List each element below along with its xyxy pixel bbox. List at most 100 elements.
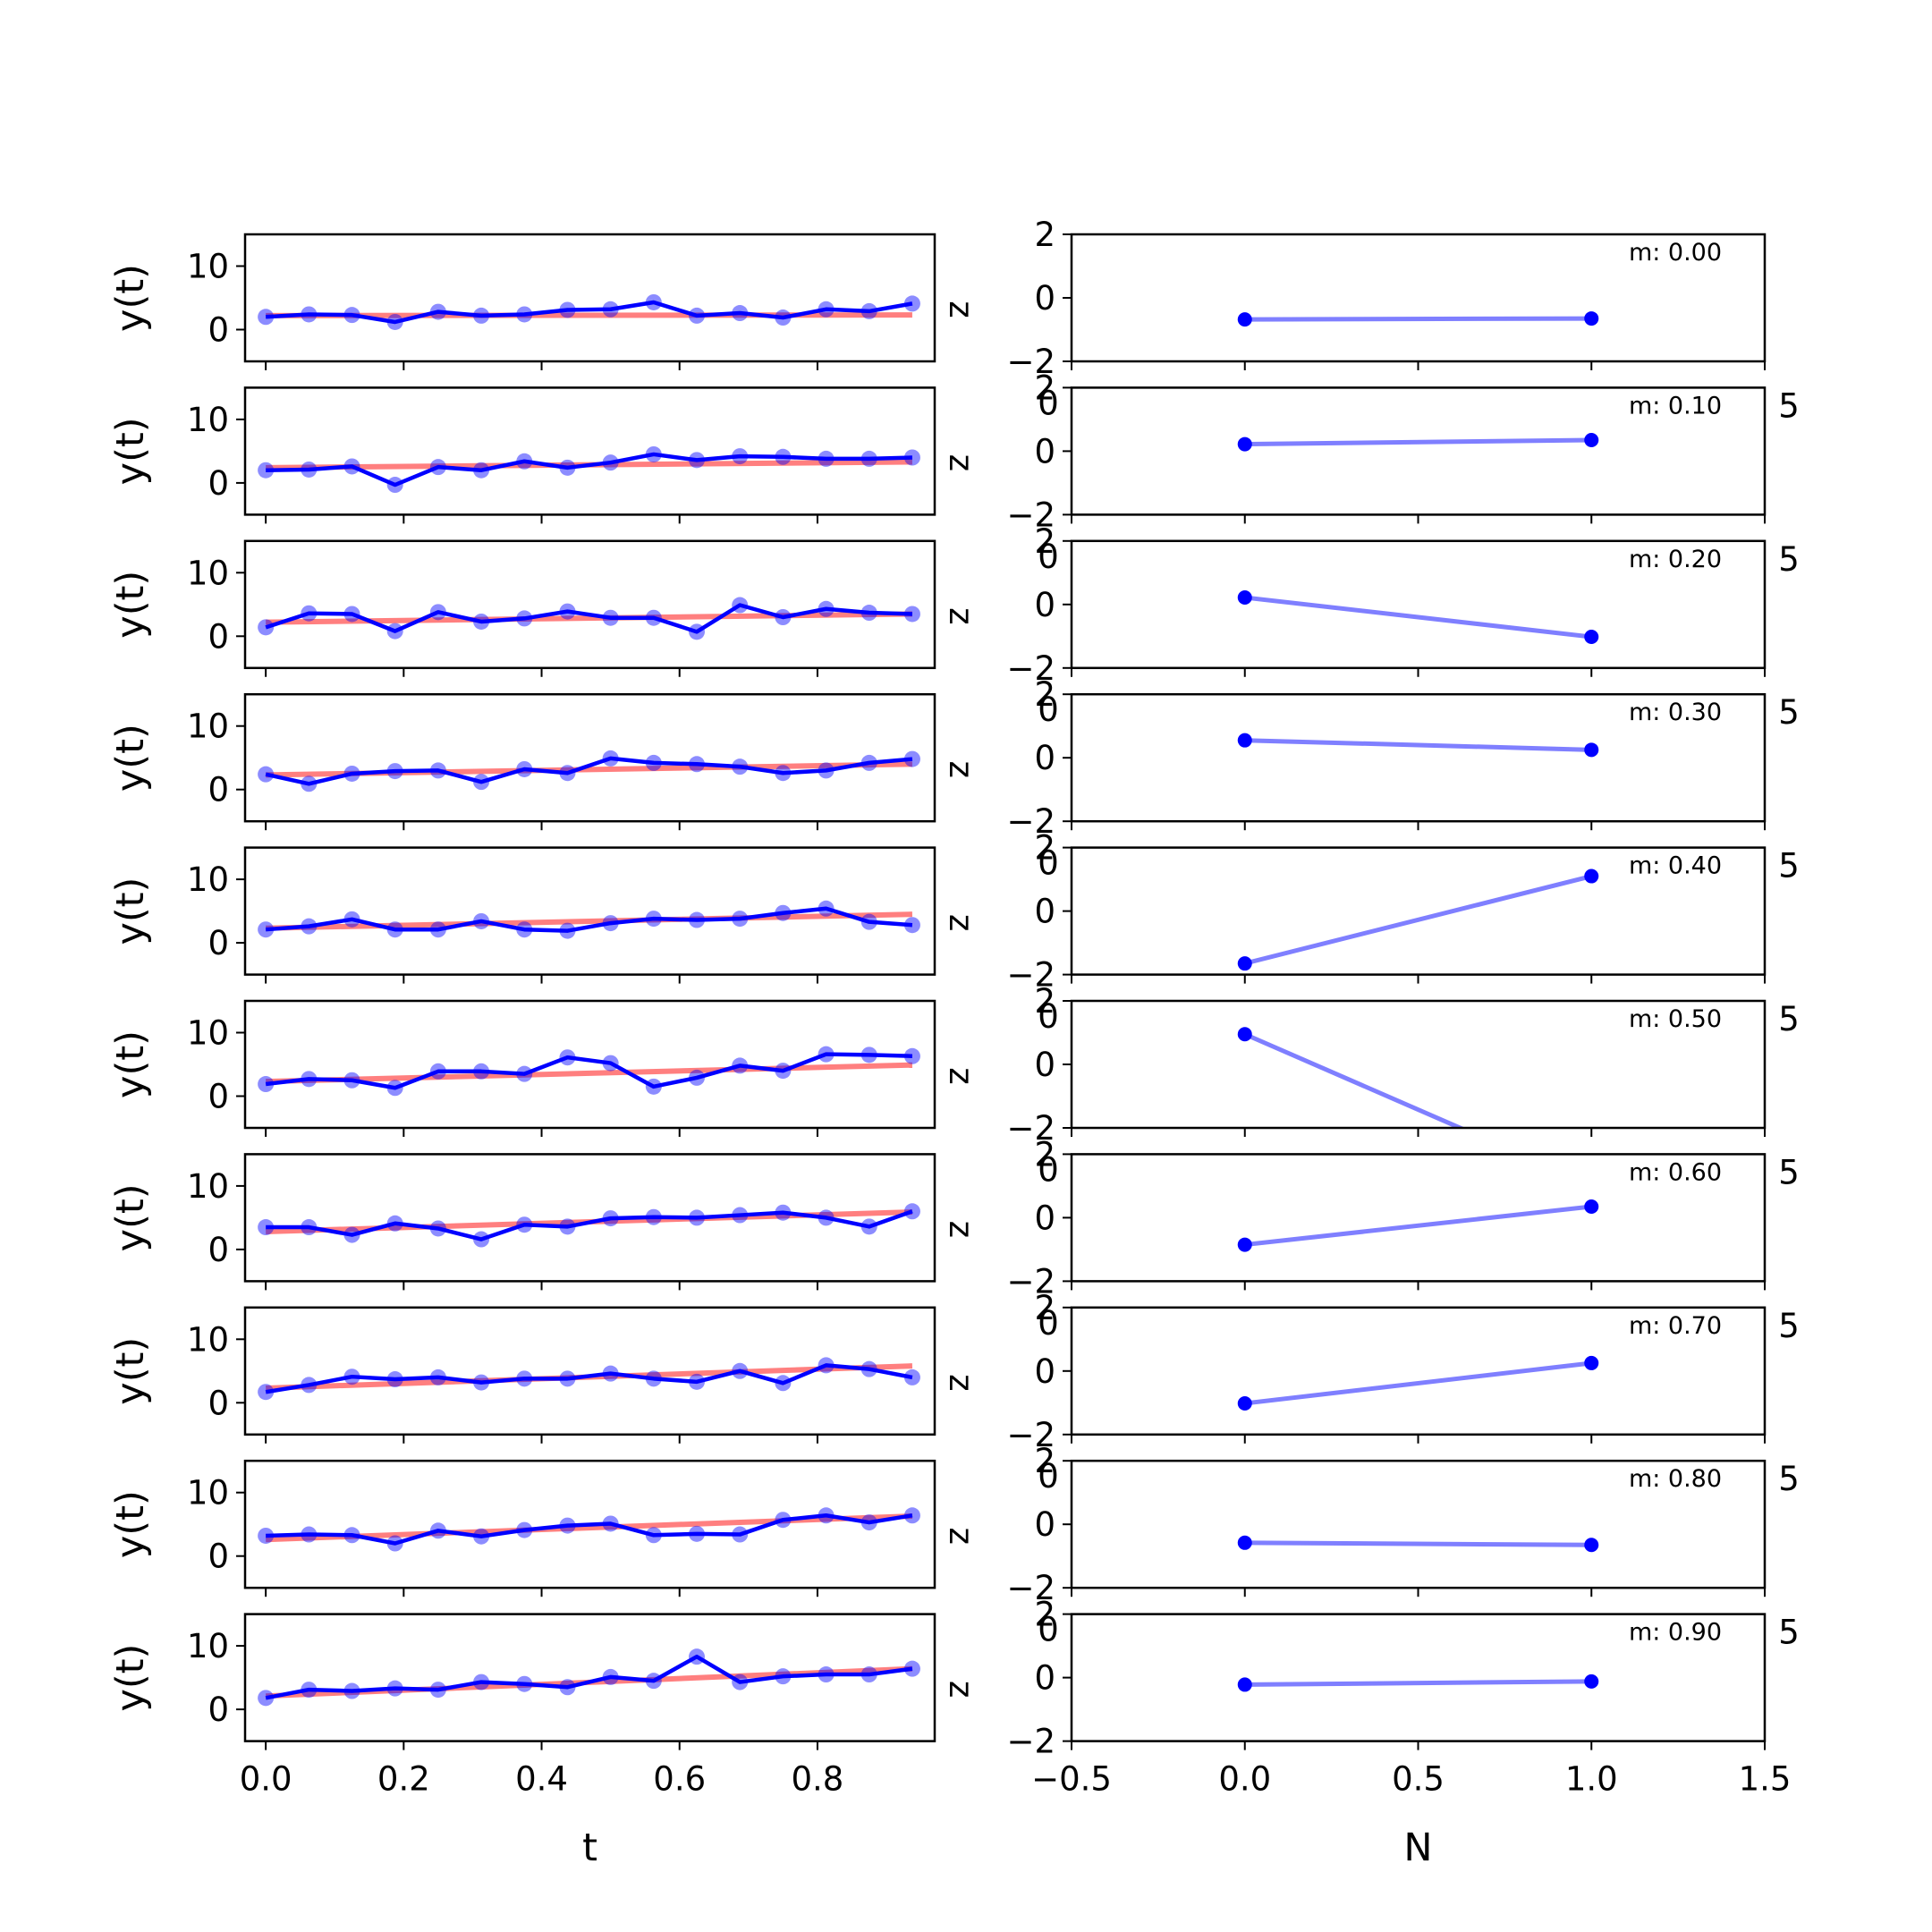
observed-point xyxy=(429,1682,446,1699)
observed-point xyxy=(903,295,920,312)
observed-point xyxy=(689,623,706,640)
left-x-tick-label: 0.8 xyxy=(792,1760,844,1799)
right-y-tick-label: 0 xyxy=(1034,1046,1055,1084)
overlap-z-label: z xyxy=(942,301,980,318)
right-y-tick-label: 0 xyxy=(1034,893,1055,931)
m-value-label: m: 0.00 xyxy=(1629,239,1722,267)
left-panel-plot-area xyxy=(258,445,920,494)
left-y-tick-label: 0 xyxy=(208,924,229,962)
left-panel-background xyxy=(245,694,935,822)
left-panel-frame xyxy=(243,1613,936,1742)
observed-point xyxy=(386,1371,403,1388)
observed-point xyxy=(386,1215,403,1232)
observed-point xyxy=(516,453,533,470)
observed-point xyxy=(903,1047,920,1064)
m-value-label: m: 0.90 xyxy=(1629,1619,1722,1647)
observed-point xyxy=(775,765,792,782)
observed-point xyxy=(559,1049,576,1066)
observed-point xyxy=(258,1527,275,1544)
observed-point xyxy=(775,904,792,921)
observed-point xyxy=(818,1357,835,1374)
observed-point xyxy=(689,1648,706,1665)
observed-point xyxy=(343,606,360,623)
left-panel-plot-area xyxy=(258,1203,920,1248)
observed-point xyxy=(775,1668,792,1685)
right-series-point xyxy=(1237,1535,1252,1550)
left-panel-background xyxy=(245,387,935,515)
left-y-axis-label: y(t) xyxy=(108,724,153,792)
right-panel-background xyxy=(1072,847,1765,975)
overlap-tick-label: 5 xyxy=(1778,386,1800,425)
right-y-tick-label: 2 xyxy=(1034,675,1055,714)
left-y-tick-label: 0 xyxy=(208,464,229,503)
observed-point xyxy=(386,921,403,938)
right-series-point xyxy=(1584,1674,1599,1689)
observed-point xyxy=(775,609,792,625)
left-y-axis-label: y(t) xyxy=(108,1183,153,1251)
overlap-partial-label: 0 xyxy=(1038,1304,1059,1343)
observed-point xyxy=(386,313,403,330)
observed-point xyxy=(860,913,877,930)
observed-point xyxy=(602,301,619,318)
observed-point xyxy=(689,756,706,773)
observed-point xyxy=(559,1218,576,1235)
right-panel-1: −2 0 2 m: 0.00 xyxy=(1006,216,1767,381)
left-panel-3: 0 10 y(t) xyxy=(108,539,936,677)
observed-point xyxy=(860,754,877,771)
observed-point xyxy=(818,1507,835,1524)
observed-point xyxy=(429,1522,446,1539)
right-series-line xyxy=(1244,1540,1592,1547)
left-panel-9: 0 10 y(t) xyxy=(108,1459,936,1597)
right-series-point xyxy=(1584,311,1599,326)
left-panel-plot-area xyxy=(258,597,920,640)
observed-point xyxy=(645,754,662,771)
observed-point xyxy=(559,1517,576,1534)
observed-point xyxy=(775,1204,792,1221)
observed-point xyxy=(473,1374,490,1391)
right-panel-plot-area xyxy=(1237,1199,1599,1252)
observed-line xyxy=(266,1209,913,1241)
observed-point xyxy=(559,301,576,318)
right-column-panels: −202 m: 0.00−202 m: 0.10−202 m: 0.20−202 m: … xyxy=(1006,216,1791,1799)
observed-point xyxy=(258,1690,275,1707)
right-panel-background xyxy=(1072,1614,1765,1741)
left-y-tick-label: 10 xyxy=(187,401,229,439)
left-panel-5: 0 10 y(t) xyxy=(108,846,936,984)
right-panel-plot-area xyxy=(1237,1535,1599,1553)
observed-point xyxy=(343,911,360,928)
right-x-axis-label: N xyxy=(1403,1826,1432,1870)
left-y-tick-label: 0 xyxy=(208,1231,229,1269)
right-panel-8: −202 m: 0.70 xyxy=(1006,1289,1767,1454)
left-panel-frame xyxy=(243,233,936,363)
observed-point xyxy=(301,775,318,792)
right-panel-plot-area xyxy=(1237,869,1599,971)
overlap-tick-label: 5 xyxy=(1778,1000,1800,1038)
m-value-label: m: 0.10 xyxy=(1629,392,1722,419)
left-panel-frame xyxy=(243,692,936,823)
left-y-tick-label: 10 xyxy=(187,1014,229,1053)
observed-point xyxy=(775,1512,792,1529)
observed-point xyxy=(516,1065,533,1082)
observed-point xyxy=(903,1660,920,1677)
right-x-tick-label: 1.0 xyxy=(1565,1760,1618,1799)
observed-point xyxy=(689,307,706,324)
observed-point xyxy=(602,1515,619,1532)
right-panel-4: −202 m: 0.30 xyxy=(1006,675,1767,841)
left-panel-plot-area xyxy=(258,750,920,792)
observed-point xyxy=(818,1209,835,1226)
overlap-z-label: z xyxy=(942,1527,980,1544)
m-value-label: m: 0.80 xyxy=(1629,1465,1722,1493)
observed-point xyxy=(473,307,490,324)
m-value-label: m: 0.50 xyxy=(1629,1005,1722,1033)
m-value-label: m: 0.30 xyxy=(1629,699,1722,726)
left-panel-2: 0 10 y(t) xyxy=(108,386,936,524)
observed-point xyxy=(903,917,920,934)
observed-point xyxy=(516,921,533,938)
left-y-tick-label: 0 xyxy=(208,771,229,809)
left-x-tick-label: 0.6 xyxy=(653,1760,706,1799)
observed-point xyxy=(473,1528,490,1545)
left-y-tick-label: 10 xyxy=(187,1474,229,1513)
left-y-axis-label: y(t) xyxy=(108,571,153,639)
overlap-partial-label: 0 xyxy=(1038,691,1059,729)
right-series-point xyxy=(1237,1237,1252,1252)
